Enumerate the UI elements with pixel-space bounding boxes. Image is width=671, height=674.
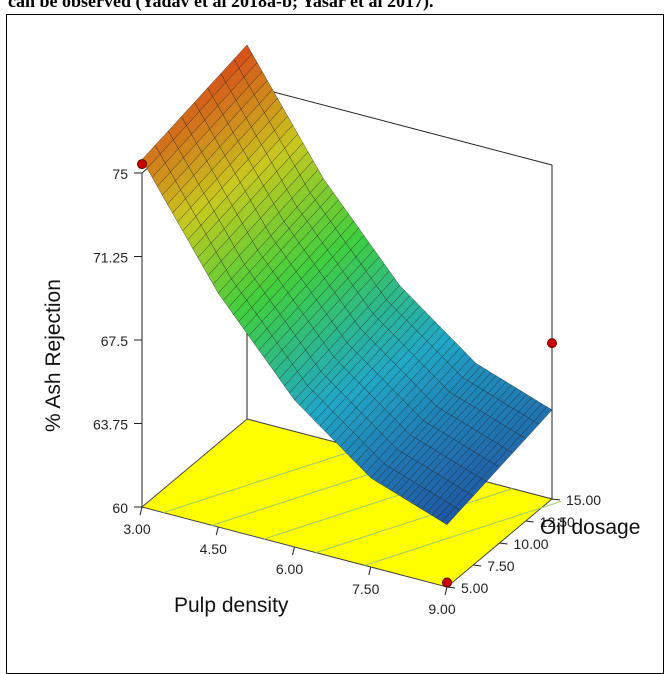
y-tick-mark (500, 543, 508, 544)
x-axis-label: Pulp density (174, 594, 289, 617)
surface-plot: 3.004.506.007.509.005.007.5010.0012.5015… (0, 0, 671, 658)
x-tick-mark (216, 527, 218, 535)
y-tick-label: 7.50 (487, 558, 514, 574)
z-tick-label: 60 (112, 500, 128, 516)
z-tick-label: 67.5 (101, 333, 128, 349)
x-tick-mark (140, 507, 142, 515)
z-axis-label: % Ash Rejection (42, 279, 65, 432)
z-tick-label: 63.75 (93, 417, 128, 433)
x-tick-label: 9.00 (428, 601, 455, 617)
x-tick-mark (369, 567, 371, 575)
y-tick-mark (552, 499, 560, 500)
z-tick-label: 75 (112, 166, 128, 182)
y-tick-mark (447, 587, 455, 588)
y-tick-mark (473, 565, 481, 566)
x-tick-label: 3.00 (123, 521, 150, 537)
x-tick-label: 4.50 (200, 541, 227, 557)
design-point (443, 578, 452, 587)
design-point (138, 160, 147, 169)
y-tick-label: 5.00 (461, 580, 488, 596)
x-tick-label: 6.00 (276, 561, 303, 577)
x-tick-label: 7.50 (352, 581, 379, 597)
z-tick-label: 71.25 (93, 250, 128, 266)
y-tick-label: 15.00 (566, 492, 601, 508)
response-surface (142, 45, 552, 525)
y-tick-mark (526, 521, 534, 522)
x-tick-mark (445, 587, 447, 595)
design-point (548, 339, 557, 348)
x-tick-mark (293, 547, 295, 555)
y-axis-label: Oil dosage (540, 516, 640, 539)
